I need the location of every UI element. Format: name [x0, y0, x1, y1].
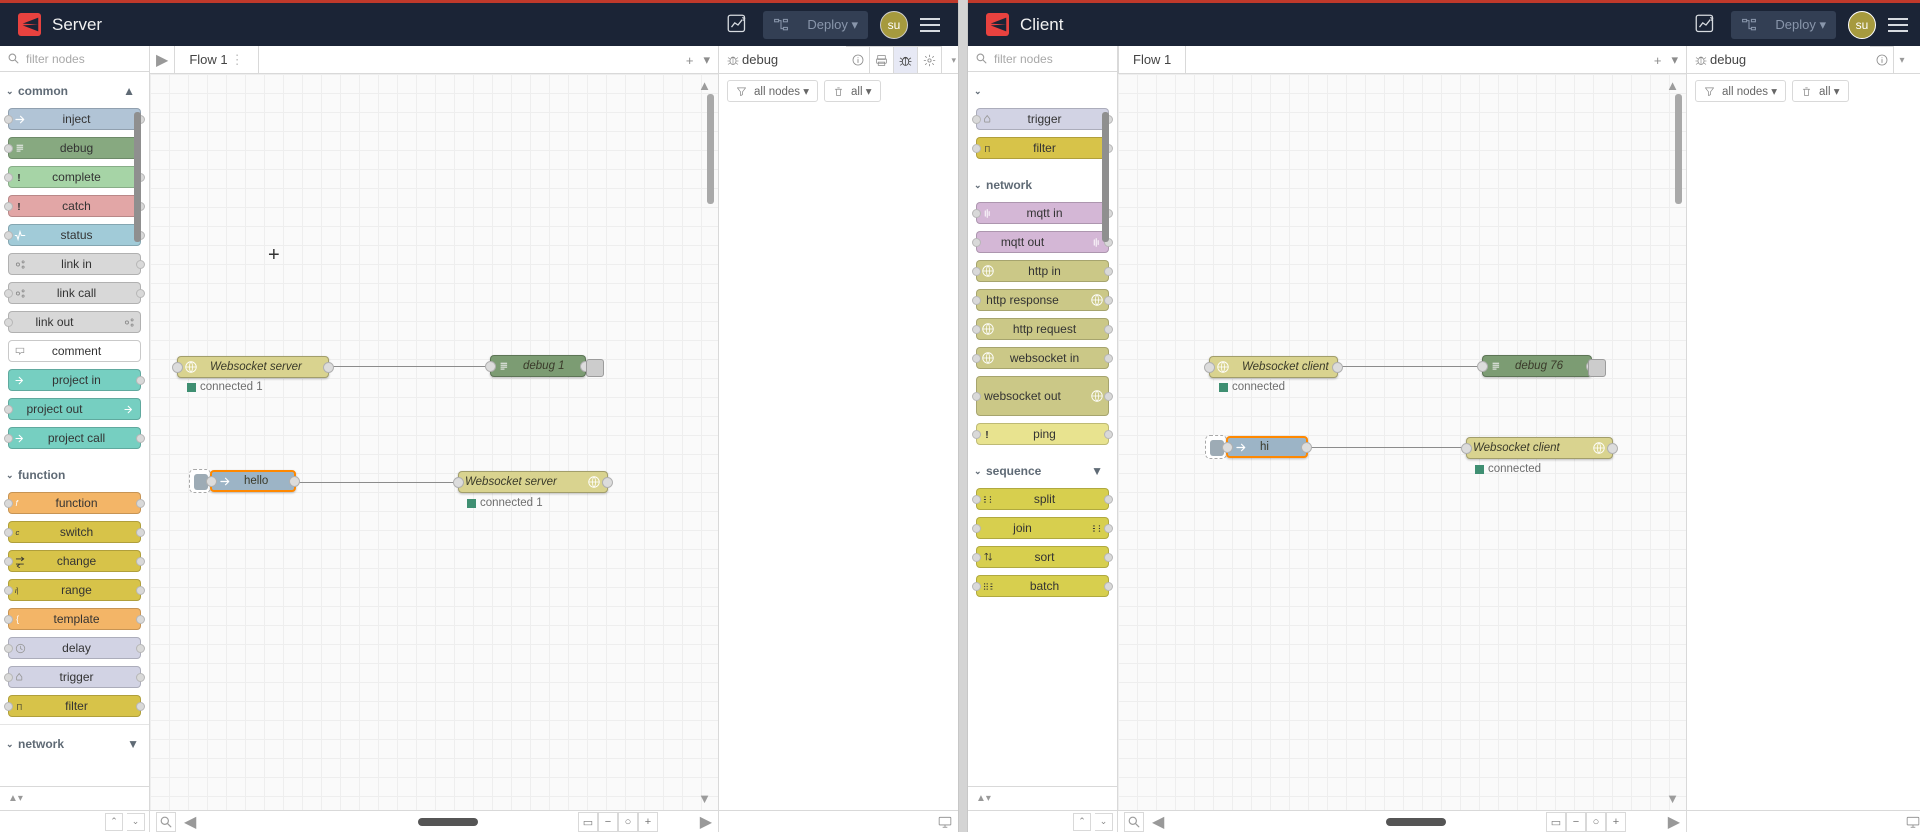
svg-text:!: ! [17, 172, 20, 183]
svg-text:∏: ∏ [16, 703, 22, 710]
svg-text:i|: i| [15, 587, 19, 595]
svg-text:!: ! [17, 201, 20, 212]
svg-text:{: { [16, 614, 19, 624]
svg-text:!: ! [985, 429, 988, 440]
svg-text:f: f [15, 499, 18, 508]
svg-text:∏: ∏ [984, 145, 990, 152]
svg-text:c: c [15, 528, 19, 537]
